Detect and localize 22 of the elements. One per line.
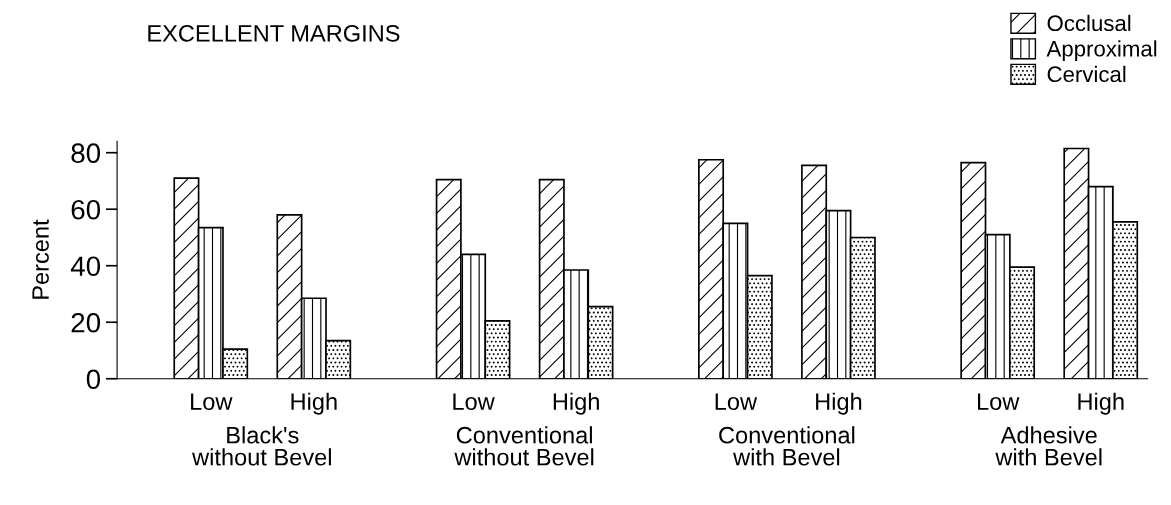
y-tick-label: 40 — [70, 256, 101, 277]
legend-label: Occlusal — [1047, 14, 1131, 32]
y-tick-label: 60 — [71, 199, 101, 220]
x-tick-label: Low — [191, 393, 233, 410]
x-tick-label: Low — [453, 393, 495, 410]
y-tick-label: 80 — [71, 143, 101, 164]
y-axis-title: Percent — [32, 219, 49, 299]
x-tick-label: High — [291, 392, 337, 415]
y-tick-label: 20 — [71, 312, 101, 333]
text: Conventional without Bevel — [454, 426, 594, 466]
chart-title: EXCELLENT MARGINS — [148, 24, 400, 42]
x-tick-label: Low — [715, 393, 758, 410]
x-tick-label: High — [553, 392, 599, 415]
legend-label: Cervical — [1047, 65, 1126, 83]
text: Black's without Bevel — [192, 426, 331, 466]
legend-label: Approximal — [1046, 40, 1157, 61]
text: Adhesive with Bevel — [995, 426, 1102, 466]
x-tick-label: High — [816, 392, 862, 415]
text: Conventional with Bevel — [719, 426, 855, 466]
x-tick-label: Low — [977, 393, 1020, 410]
x-tick-label: High — [1078, 392, 1124, 415]
y-tick-label: 0 — [86, 369, 101, 390]
